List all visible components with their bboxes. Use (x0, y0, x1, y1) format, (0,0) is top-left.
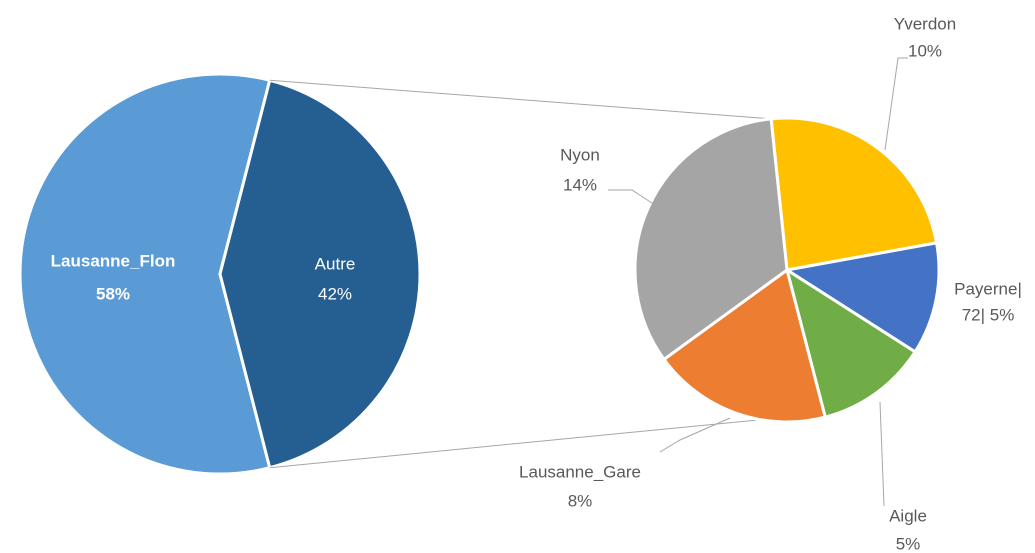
pie-slice (633, 117, 789, 362)
slice-label: Yverdon (894, 14, 956, 33)
slice-value: 5% (896, 534, 921, 553)
leader-line (608, 189, 656, 206)
leader-line (659, 417, 731, 453)
pie-slice (769, 116, 939, 272)
pie-slice (18, 72, 272, 476)
slice-value: 14% (563, 175, 597, 194)
connector (269, 419, 761, 469)
pie-slice (661, 267, 828, 424)
slice-value: 72| 5% (962, 305, 1015, 324)
slice-label: Lausanne_Gare (519, 462, 641, 481)
slice-value: 42% (318, 284, 352, 303)
leader-line (884, 57, 908, 151)
leader-line (879, 401, 885, 507)
pie-slice (784, 266, 918, 419)
connector (269, 79, 772, 120)
slice-label: Autre (315, 254, 356, 273)
slice-label: Payerne| (954, 279, 1022, 298)
slice-label: Lausanne_Flon (51, 251, 176, 270)
pie-slice (782, 241, 941, 354)
slice-value: 8% (568, 491, 593, 510)
slice-value: 58% (96, 284, 130, 303)
slice-label: Aigle (889, 506, 927, 525)
slice-value: 10% (908, 41, 942, 60)
slice-label: Nyon (560, 145, 600, 164)
pie-slice (218, 78, 422, 470)
